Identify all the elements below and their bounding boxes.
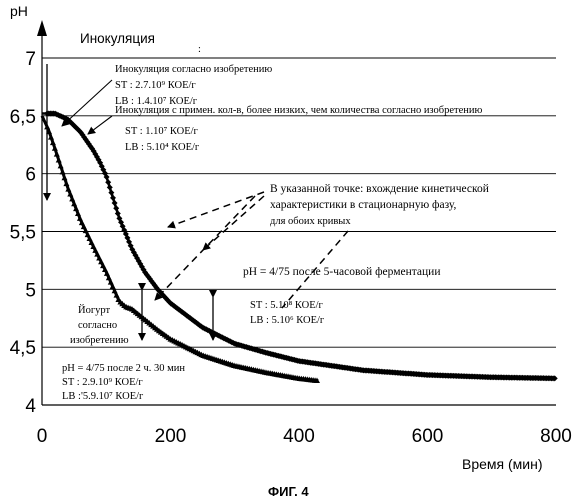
y-tick-label: 6: [25, 165, 36, 186]
yogurt-line-1: Йогурт: [78, 304, 111, 316]
stationary-line-3: для обоих кривых: [270, 216, 351, 227]
yogurt-line-2: согласно: [78, 320, 117, 331]
x-tick-labels: 0 200 400 600 800: [37, 426, 572, 447]
data-point: [112, 200, 118, 206]
dashed-arrow-lower: [155, 196, 255, 300]
dashed-arrow-top: [168, 192, 264, 227]
low-lb: LB : 5.10⁴ КОЕ/г: [125, 142, 200, 153]
stationary-line-2: характеристики в стационарную фазу,: [270, 199, 457, 211]
end-lb: LB :'5.9.10⁷ КОЕ/г: [62, 391, 144, 402]
y-tick-label: 5: [25, 280, 36, 301]
low-st: ST : 1.10⁷ КОЕ/г: [125, 126, 199, 137]
colon-mark: :: [198, 44, 201, 55]
data-point: [105, 179, 111, 185]
y-axis-title: pH: [10, 3, 28, 19]
data-point: [110, 195, 116, 201]
x-axis-title: Время (мин): [462, 456, 543, 472]
stationary-line-1: В указанной точке: вхождение кинетическо…: [270, 183, 489, 195]
data-point: [107, 184, 113, 190]
y-tick-label: 4: [25, 396, 36, 417]
data-point: [113, 205, 119, 211]
inoculation-label: Инокуляция: [80, 31, 155, 46]
y-tick-label: 5,5: [10, 223, 36, 244]
ph-after-5h: pH = 4/75 после 5-часовой ферментации: [243, 266, 440, 278]
data-point: [108, 190, 114, 196]
data-point: [115, 210, 121, 216]
end-st: ST : 2.9.10⁹ КОЕ/г: [62, 377, 143, 388]
low-inoculation-title: Инокуляция с примен. кол-в, более низких…: [115, 105, 483, 116]
inventive-st: ST : 2.7.10⁹ КОЕ/г: [115, 80, 196, 91]
x-tick-label: 800: [540, 426, 572, 447]
mid-st: ST : 5.10⁸ КОЕ/г: [250, 300, 324, 311]
y-tick-label: 4,5: [10, 338, 36, 359]
dashed-arrow-middle: [203, 196, 264, 250]
x-tick-label: 400: [283, 426, 315, 447]
low-arrow: [88, 116, 112, 134]
y-tick-label: 6,5: [10, 107, 36, 128]
x-tick-label: 200: [155, 426, 187, 447]
ph-after-2h30: pH = 4/75 после 2 ч. 30 мин: [62, 363, 185, 374]
y-tick-label: 7: [25, 49, 36, 70]
mid-lb: LB : 5.10⁶ КОЕ/г: [250, 315, 325, 326]
figure-caption: ФИГ. 4: [268, 484, 309, 499]
x-tick-label: 0: [37, 426, 48, 447]
inventive-inoculation-title: Инокуляция согласно изобретению: [115, 64, 272, 75]
yogurt-line-3: изобретению: [70, 335, 129, 346]
y-tick-labels: 4 4,5 5 5,5 6 6,5 7: [10, 49, 37, 417]
y-axis-arrowhead: [37, 20, 47, 36]
inventive-arrow: [62, 80, 112, 126]
x-tick-label: 600: [412, 426, 444, 447]
